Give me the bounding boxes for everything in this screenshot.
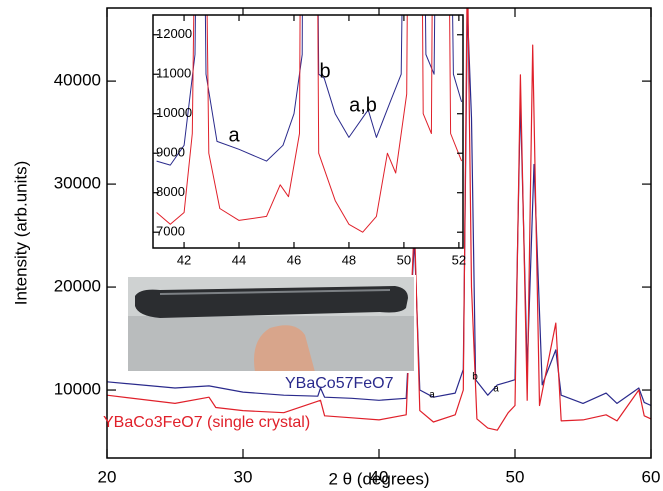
y-axis-label: Intensity (arb.units)	[11, 161, 30, 306]
x-tick-label: 52	[452, 252, 466, 267]
x-tick-label: 30	[234, 467, 253, 486]
x-tick-label: 42	[177, 252, 191, 267]
series-label: YBaCo57FeO7	[285, 375, 394, 392]
lines	[156, 15, 463, 233]
y-tick-label: 11000	[156, 66, 191, 81]
y-tick-label: 40000	[54, 71, 101, 90]
y-tick-label: 7000	[156, 224, 185, 239]
series-line	[156, 15, 463, 166]
x-tick-label: 46	[287, 252, 301, 267]
peak-annotation: a	[429, 390, 435, 401]
series-label: YBaCo3FeO7 (single crystal)	[103, 414, 310, 431]
plot-frame	[152, 14, 464, 249]
main-plot: 20 30 40 50 60 10000 20000 30000 40000 2 θ (degre…	[11, 7, 661, 488]
peak-annotation: a	[493, 384, 499, 395]
lines	[107, 8, 651, 431]
y-tick-label: 20000	[54, 277, 101, 296]
y-tick-label: 10000	[54, 380, 101, 399]
x-tick-label: 60	[642, 467, 661, 486]
inset-plot: 42 44 46 48 50 52 7000 8000 9000 10000 11000 12000 a…	[152, 14, 466, 267]
peak-annotation: a,b	[349, 94, 377, 116]
x-tick-label: 40	[370, 467, 389, 486]
peak-annotation: b	[472, 372, 478, 383]
x-tick-label: 44	[232, 252, 246, 267]
x-tick-label: 48	[342, 252, 356, 267]
x-tick-label: 50	[506, 467, 525, 486]
series-line	[107, 8, 651, 431]
y-tick-label: 9000	[156, 145, 185, 160]
x-tick-label: 50	[397, 252, 411, 267]
y-tick-label: 12000	[156, 26, 192, 41]
photo	[126, 275, 416, 373]
y-tick-label: 8000	[156, 184, 185, 199]
y-tick-label: 30000	[54, 174, 101, 193]
series-line	[156, 15, 463, 233]
peak-annotation: b	[319, 60, 330, 82]
peak-annotation: a	[228, 124, 240, 146]
x-tick-label: 20	[98, 467, 117, 486]
y-tick-label: 10000	[156, 105, 192, 120]
series-line	[107, 9, 651, 407]
x-axis-label: 2 θ (degrees)	[328, 469, 429, 488]
